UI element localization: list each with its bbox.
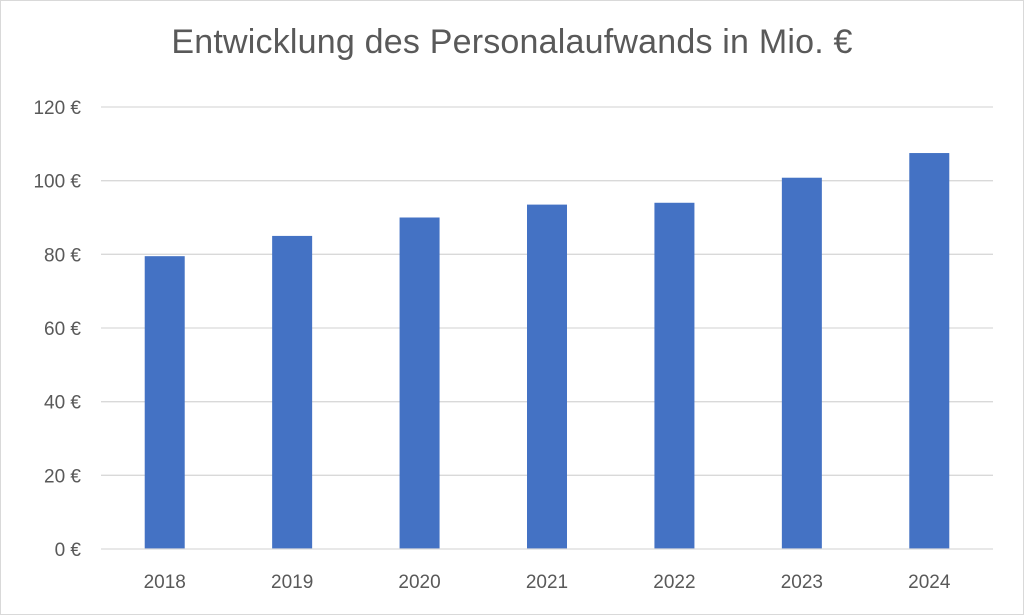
x-tick-label: 2021 [526, 572, 568, 593]
bar-2019 [272, 235, 313, 549]
bar-2024 [909, 153, 950, 549]
x-tick-label: 2019 [271, 572, 313, 593]
bar-2023 [781, 177, 822, 549]
bar-2021 [527, 204, 567, 549]
bar-2020 [399, 217, 440, 549]
bar-2022 [654, 202, 695, 549]
y-tick-label: 60 € [44, 319, 81, 340]
bars [144, 153, 950, 549]
y-tick-label: 80 € [44, 245, 81, 266]
x-tick-label: 2018 [144, 572, 186, 593]
bar-2018 [144, 256, 185, 549]
y-axis-tick-labels: 0 € 20 € 40 € 60 € 80 € 100 € 120 € [33, 98, 81, 561]
x-tick-label: 2023 [781, 572, 823, 593]
y-tick-label: 120 € [33, 98, 81, 119]
x-tick-label: 2022 [653, 572, 695, 593]
x-tick-label: 2020 [398, 572, 440, 593]
y-tick-label: 0 € [55, 540, 82, 561]
y-tick-label: 40 € [44, 393, 81, 414]
y-tick-label: 100 € [33, 172, 81, 193]
chart-title: Entwicklung des Personalaufwands in Mio.… [171, 23, 853, 61]
x-tick-label: 2024 [908, 572, 951, 593]
x-axis-tick-labels: 2018 2019 2020 2021 2022 2023 2024 [144, 572, 951, 593]
y-tick-label: 20 € [44, 466, 81, 487]
